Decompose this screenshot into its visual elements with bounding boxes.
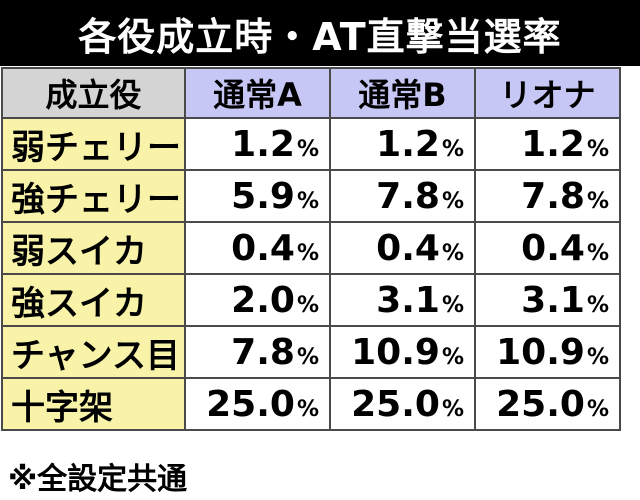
rate-cell: 2.0%	[184, 273, 331, 327]
rate-value: 7.8	[521, 175, 585, 217]
rate-value: 25.0	[351, 383, 440, 425]
percent-unit: %	[296, 344, 319, 370]
percent-unit: %	[296, 240, 319, 266]
role-label: 強スイカ	[1, 273, 186, 327]
percent-unit: %	[586, 188, 609, 214]
rate-cell: 7.8%	[474, 169, 621, 223]
role-label: 十字架	[1, 377, 186, 431]
role-label: チャンス目	[1, 325, 186, 379]
table-row: 弱チェリー 1.2% 1.2% 1.2%	[1, 117, 621, 171]
percent-unit: %	[441, 292, 464, 318]
rate-value: 10.9	[351, 331, 440, 373]
column-header-riona: リオナ	[474, 67, 621, 119]
rate-cell: 10.9%	[329, 325, 476, 379]
percent-unit: %	[441, 188, 464, 214]
page-title: 各役成立時・AT直撃当選率	[0, 0, 640, 66]
rate-value: 0.4	[231, 227, 295, 269]
table-row: チャンス目 7.8% 10.9% 10.9%	[1, 325, 621, 379]
rate-cell: 25.0%	[184, 377, 331, 431]
percent-unit: %	[296, 396, 319, 422]
rate-cell: 25.0%	[329, 377, 476, 431]
percent-unit: %	[586, 136, 609, 162]
corner-header: 成立役	[1, 67, 186, 119]
rate-cell: 1.2%	[184, 117, 331, 171]
rate-cell: 3.1%	[329, 273, 476, 327]
rate-value: 10.9	[496, 331, 585, 373]
percent-unit: %	[441, 344, 464, 370]
rate-value: 0.4	[521, 227, 585, 269]
rate-cell: 7.8%	[329, 169, 476, 223]
rate-table: 成立役 通常A 通常B リオナ 弱チェリー 1.2% 1.2% 1.2% 強チェ…	[1, 67, 621, 431]
rate-value: 5.9	[231, 175, 295, 217]
rate-cell: 0.4%	[329, 221, 476, 275]
rate-cell: 3.1%	[474, 273, 621, 327]
percent-unit: %	[586, 292, 609, 318]
rate-value: 2.0	[231, 279, 295, 321]
rate-cell: 10.9%	[474, 325, 621, 379]
rate-value: 1.2	[376, 123, 440, 165]
role-label: 弱チェリー	[1, 117, 186, 171]
rate-value: 7.8	[376, 175, 440, 217]
percent-unit: %	[586, 344, 609, 370]
table-row: 弱スイカ 0.4% 0.4% 0.4%	[1, 221, 621, 275]
percent-unit: %	[586, 240, 609, 266]
percent-unit: %	[441, 136, 464, 162]
rate-cell: 25.0%	[474, 377, 621, 431]
percent-unit: %	[296, 136, 319, 162]
rate-value: 1.2	[521, 123, 585, 165]
percent-unit: %	[296, 292, 319, 318]
header-row: 成立役 通常A 通常B リオナ	[1, 67, 621, 119]
footnote: ※全設定共通	[8, 462, 188, 497]
column-header-normal-a: 通常A	[184, 67, 331, 119]
rate-cell: 5.9%	[184, 169, 331, 223]
table-row: 強チェリー 5.9% 7.8% 7.8%	[1, 169, 621, 223]
percent-unit: %	[586, 396, 609, 422]
rate-value: 3.1	[376, 279, 440, 321]
role-label: 強チェリー	[1, 169, 186, 223]
rate-value: 7.8	[231, 331, 295, 373]
percent-unit: %	[296, 188, 319, 214]
column-header-normal-b: 通常B	[329, 67, 476, 119]
rate-cell: 7.8%	[184, 325, 331, 379]
rate-value: 1.2	[231, 123, 295, 165]
rate-value: 0.4	[376, 227, 440, 269]
rate-cell: 1.2%	[329, 117, 476, 171]
rate-value: 25.0	[206, 383, 295, 425]
table-row: 強スイカ 2.0% 3.1% 3.1%	[1, 273, 621, 327]
table-row: 十字架 25.0% 25.0% 25.0%	[1, 377, 621, 431]
percent-unit: %	[441, 396, 464, 422]
rate-cell: 1.2%	[474, 117, 621, 171]
percent-unit: %	[441, 240, 464, 266]
rate-value: 3.1	[521, 279, 585, 321]
rate-cell: 0.4%	[184, 221, 331, 275]
role-label: 弱スイカ	[1, 221, 186, 275]
rate-value: 25.0	[496, 383, 585, 425]
rate-cell: 0.4%	[474, 221, 621, 275]
